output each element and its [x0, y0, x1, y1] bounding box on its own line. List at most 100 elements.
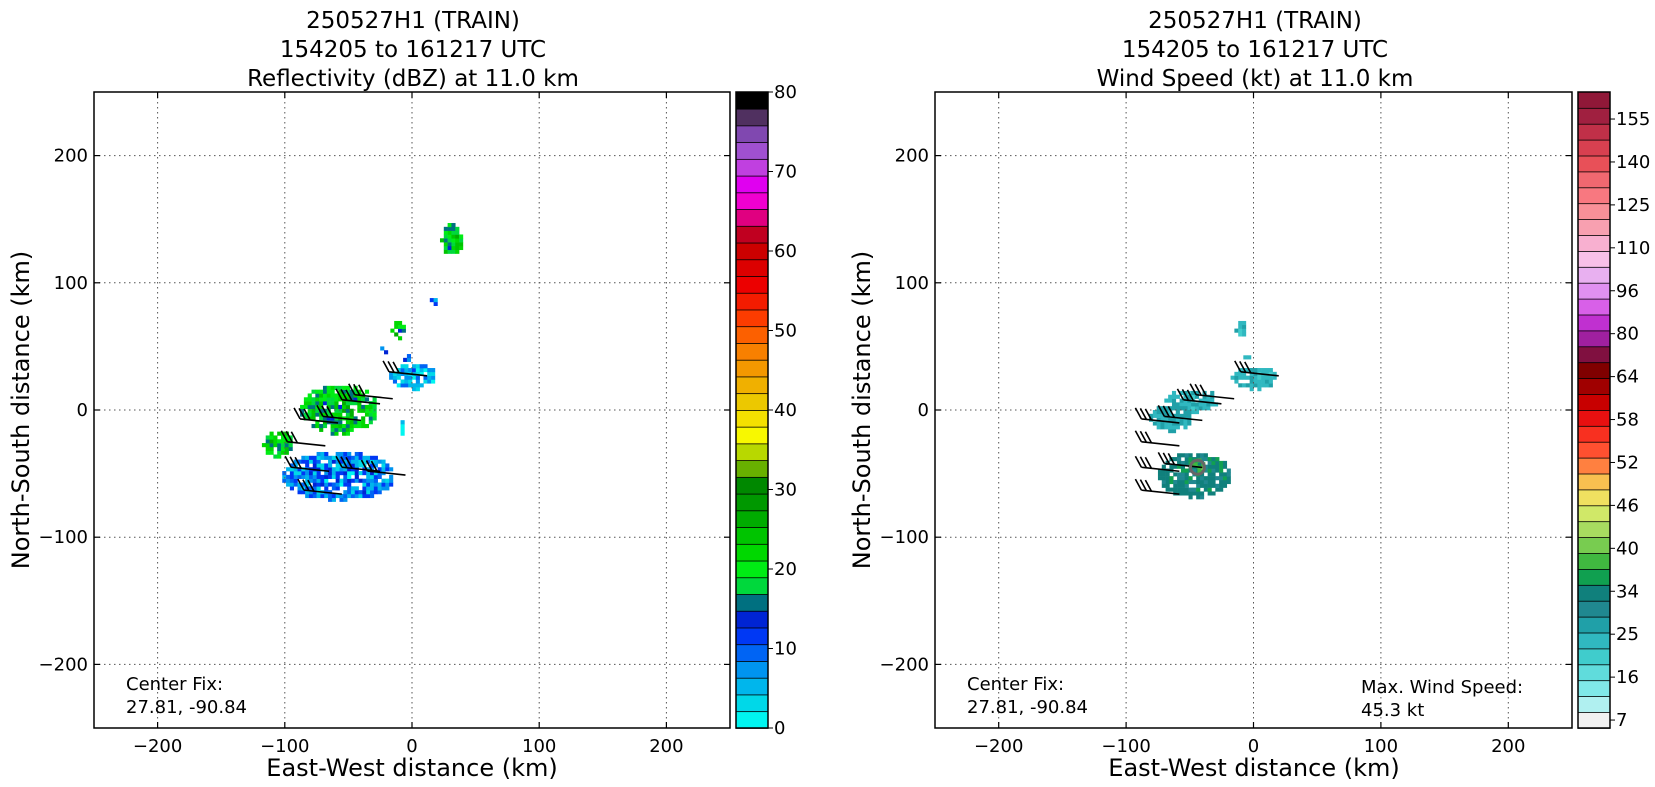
data-cell	[1203, 457, 1208, 462]
data-cell	[372, 416, 377, 421]
data-cell	[1215, 460, 1220, 465]
data-cell	[335, 474, 340, 479]
colorbar-segment	[1577, 441, 1611, 459]
data-cell	[354, 478, 359, 483]
data-cell	[1156, 413, 1161, 418]
panel2-xlabel: East-West distance (km)	[1108, 754, 1399, 782]
data-cell	[305, 459, 310, 464]
data-cell	[364, 412, 370, 417]
panel1-axis-ticks: −200 −100 0 100 200 −200 −100 0 100 200	[39, 92, 730, 757]
data-cell	[339, 493, 344, 499]
data-cell	[412, 383, 417, 388]
colorbar-segment	[1577, 711, 1611, 729]
colorbar-segment	[735, 560, 769, 579]
wind-barb	[1134, 407, 1180, 424]
data-cell	[451, 238, 456, 243]
data-cell	[1203, 487, 1208, 492]
data-cell	[419, 383, 424, 388]
data-cell	[377, 467, 382, 472]
data-cell	[303, 404, 308, 410]
data-cell	[342, 404, 347, 410]
data-cell	[1177, 464, 1182, 469]
data-cell	[319, 416, 324, 421]
colorbar-segment	[735, 392, 769, 411]
data-cell	[1207, 487, 1212, 492]
data-cell	[1211, 479, 1216, 485]
data-cell	[1215, 457, 1220, 462]
data-cell	[335, 486, 340, 491]
data-cell	[301, 482, 306, 487]
data-cell	[331, 471, 336, 476]
data-cell	[1157, 468, 1163, 473]
data-cell	[331, 493, 336, 499]
data-cell	[349, 416, 354, 421]
data-cell	[366, 455, 371, 460]
data-cell	[381, 482, 386, 487]
data-cell	[1238, 320, 1243, 326]
data-cell	[455, 238, 460, 243]
data-cell	[392, 375, 398, 380]
data-cell	[1183, 417, 1188, 422]
data-cell	[406, 354, 412, 359]
data-cell	[339, 467, 344, 472]
data-cell	[338, 427, 343, 432]
data-cell	[431, 375, 436, 380]
data-cell	[1238, 332, 1243, 337]
data-cell	[1261, 379, 1266, 384]
data-cell	[368, 412, 373, 417]
data-cell	[381, 463, 386, 468]
data-cell	[366, 490, 371, 495]
colorbar-segment	[1577, 504, 1611, 523]
data-cell	[366, 474, 371, 479]
data-cell	[400, 423, 405, 429]
wind-barb	[1134, 478, 1180, 495]
data-cell	[1242, 375, 1247, 380]
data-cell	[357, 389, 362, 394]
data-cell	[1165, 479, 1170, 485]
data-cell	[368, 408, 373, 413]
data-cell	[1202, 402, 1207, 407]
data-cell	[1183, 394, 1188, 399]
data-cell	[1157, 472, 1163, 477]
data-cell	[326, 397, 331, 402]
data-cell	[349, 401, 354, 406]
data-cell	[373, 455, 378, 460]
data-cell	[408, 368, 413, 373]
colorbar-frame	[1577, 91, 1611, 729]
data-cell	[316, 467, 321, 472]
colorbar-segment	[735, 359, 769, 378]
data-cell	[331, 467, 336, 472]
data-cell	[358, 490, 363, 495]
data-cell	[345, 412, 350, 417]
colorbar-segment	[1577, 186, 1611, 205]
data-cell	[322, 397, 328, 402]
data-cell	[301, 455, 306, 460]
data-cell	[1257, 383, 1262, 388]
y-tick-label: 100	[895, 273, 929, 294]
data-cell	[307, 404, 312, 410]
data-cell	[1156, 417, 1161, 422]
data-cell	[408, 379, 413, 384]
data-cell	[404, 383, 409, 388]
data-cell	[373, 482, 378, 487]
colorbar-tick-label: 52	[1616, 452, 1639, 473]
data-cell	[305, 482, 310, 487]
data-cell	[273, 435, 278, 440]
data-cell	[339, 478, 344, 483]
data-cell	[1226, 468, 1231, 473]
colorbar-segment	[735, 275, 769, 294]
data-cell	[1245, 383, 1250, 388]
data-cell	[335, 478, 340, 483]
data-cell	[1211, 464, 1216, 469]
data-cell	[1177, 479, 1182, 485]
data-cell	[401, 328, 406, 333]
data-cell	[335, 463, 340, 468]
x-tick-label: 100	[522, 736, 556, 757]
data-cell	[339, 471, 344, 476]
data-cell	[396, 371, 401, 376]
data-cell	[293, 467, 298, 472]
data-cell	[415, 379, 420, 384]
data-cell	[1152, 413, 1157, 418]
colorbar-tick-label: 64	[1616, 367, 1639, 388]
